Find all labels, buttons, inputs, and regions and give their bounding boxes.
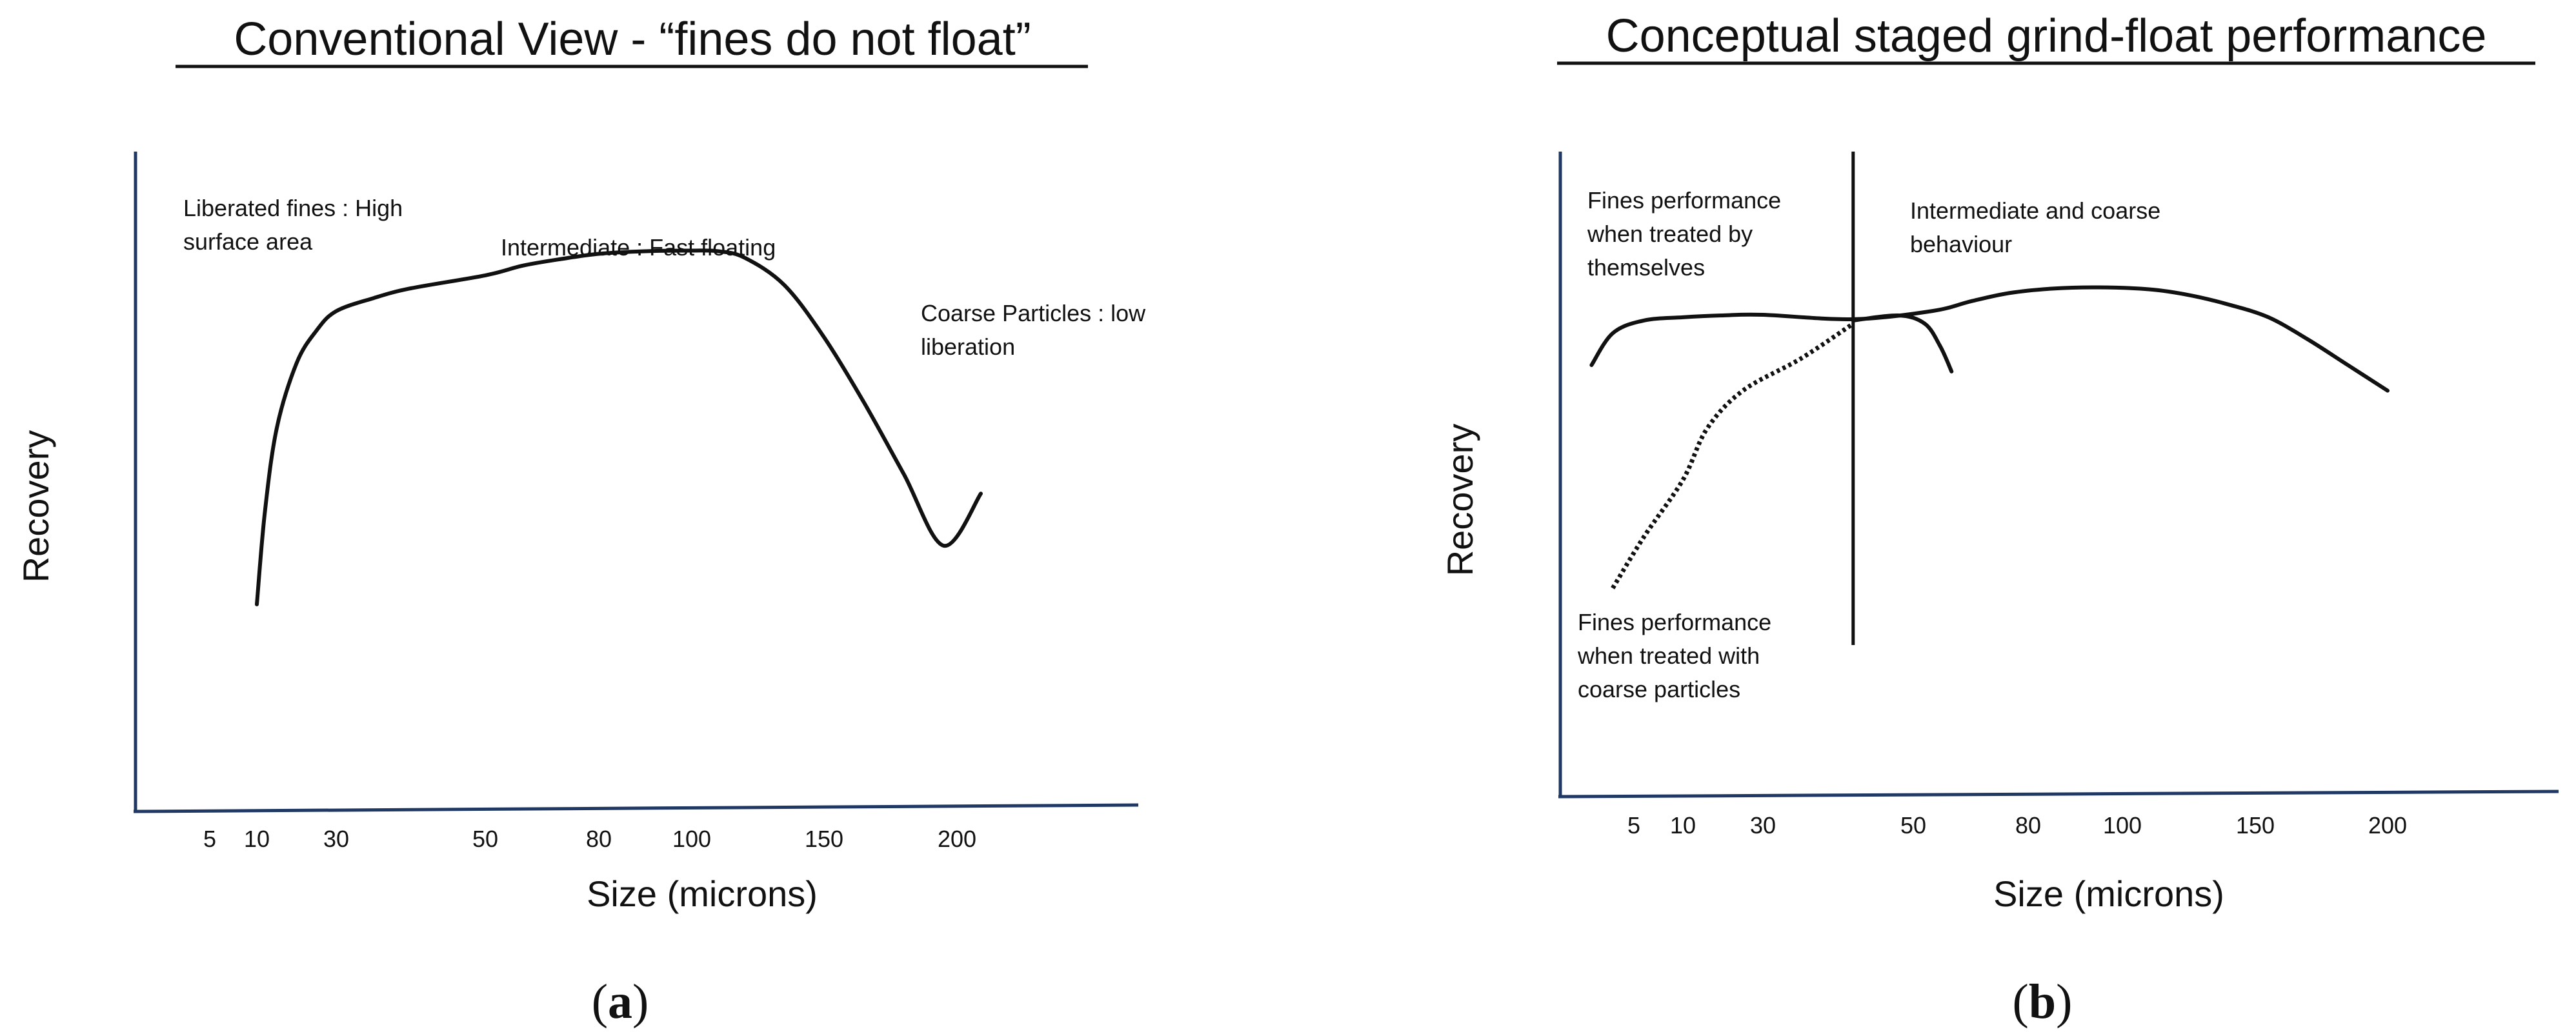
recovery-curve-1: [1589, 285, 2390, 393]
panel-b-x-tick: 100: [2103, 812, 2142, 839]
panel-b-x-tick: 50: [1900, 812, 1926, 839]
panel-a-x-tick: 200: [938, 826, 976, 852]
panel-a-x-tick: 100: [672, 826, 711, 852]
panel-b-x-tick: 30: [1750, 812, 1776, 839]
panel-a-x-tick: 80: [586, 826, 612, 852]
panel-a-annotation-coarse: Coarse Particles : low liberation: [921, 300, 1152, 360]
panel-a-label: (a): [592, 975, 649, 1029]
panel-a-plot-area: [255, 248, 983, 606]
panel-a-x-tick: 5: [203, 826, 216, 852]
panel-a-x-tick: 10: [244, 826, 270, 852]
recovery-curve-1: [255, 248, 983, 606]
panel-b-x-label: Size (microns): [1993, 873, 2224, 914]
panel-a-annotation-fines: Liberated fines : High surface area: [183, 195, 409, 255]
panel-a-x-tick: 50: [472, 826, 498, 852]
panel-b-annotation-fines-alone: Fines performance when treated by themse…: [1587, 187, 1787, 281]
panel-b-title: Conceptual staged grind-float performanc…: [1606, 10, 2487, 62]
panel-b: Conceptual staged grind-float performanc…: [1440, 10, 2559, 1029]
panel-a-y-label: Recovery: [15, 430, 56, 583]
panel-a-title: Conventional View - “fines do not float”: [234, 14, 1031, 65]
panel-b-x-tick: 5: [1627, 812, 1640, 839]
panel-a: Conventional View - “fines do not float”…: [15, 14, 1152, 1029]
panel-a-x-label: Size (microns): [587, 873, 818, 914]
panel-b-y-label: Recovery: [1440, 424, 1480, 577]
panel-b-label: (b): [2013, 975, 2073, 1029]
panel-b-x-tick: 150: [2236, 812, 2275, 839]
panel-a-x-tick: 150: [805, 826, 843, 852]
panel-a-x-tick: 30: [323, 826, 349, 852]
panel-b-x-tick: 200: [2368, 812, 2407, 839]
panel-b-plot-area: [1589, 152, 2390, 645]
panel-a-annotation-intermediate: Intermediate : Fast floating: [501, 234, 776, 261]
panel-b-x-tick: 80: [2015, 812, 2041, 839]
panel-b-x-tick: 10: [1670, 812, 1696, 839]
recovery-curve-dotted: [1611, 321, 1855, 590]
panel-b-annotation-intermediate-coarse: Intermediate and coarse behaviour: [1910, 197, 2167, 257]
panel-a-x-axis: [133, 803, 1139, 813]
recovery-curve-2: [1851, 313, 1954, 373]
panel-b-annotation-fines-with-coarse: Fines performance when treated with coar…: [1577, 609, 1778, 702]
panel-b-x-axis: [1558, 790, 2559, 799]
